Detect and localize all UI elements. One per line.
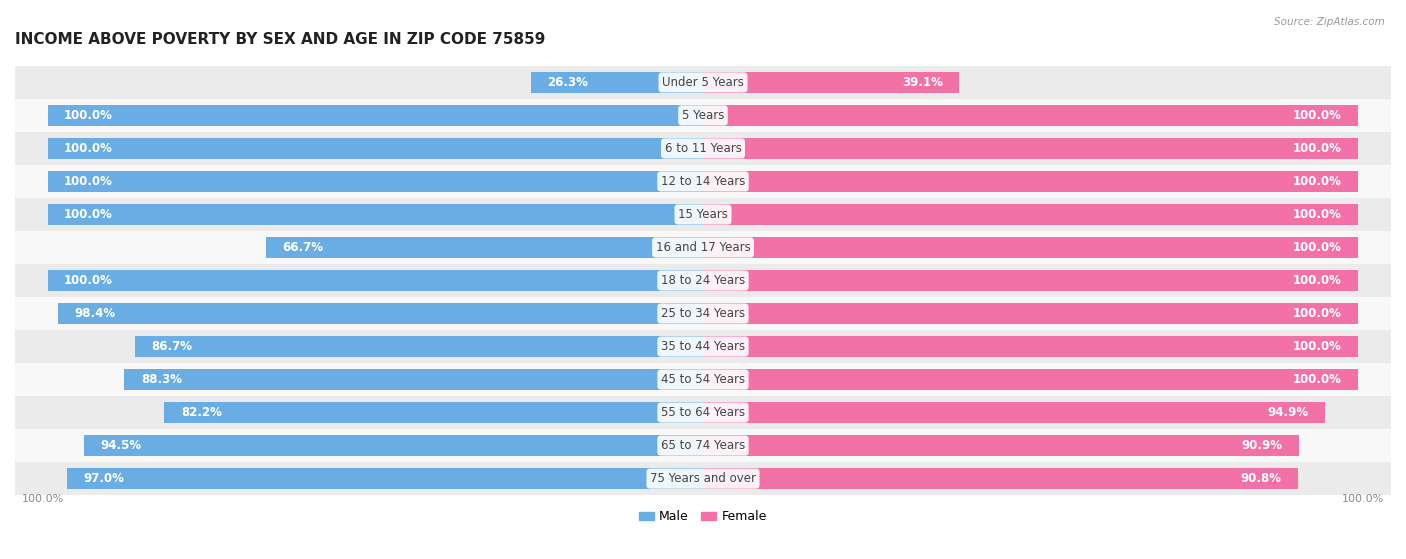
Text: 66.7%: 66.7% bbox=[283, 241, 323, 254]
Text: 100.0%: 100.0% bbox=[1294, 241, 1341, 254]
Bar bbox=[15, 231, 1391, 264]
Text: 100.0%: 100.0% bbox=[65, 175, 112, 188]
Text: 100.0%: 100.0% bbox=[1294, 307, 1341, 320]
Text: 100.0%: 100.0% bbox=[65, 274, 112, 287]
Text: 94.9%: 94.9% bbox=[1267, 406, 1309, 419]
Text: 100.0%: 100.0% bbox=[1294, 142, 1341, 155]
Text: 100.0%: 100.0% bbox=[1294, 274, 1341, 287]
Text: 90.9%: 90.9% bbox=[1241, 439, 1282, 452]
Text: Under 5 Years: Under 5 Years bbox=[662, 76, 744, 89]
Bar bbox=[530, 72, 703, 93]
Bar bbox=[703, 138, 1358, 159]
Bar bbox=[165, 402, 703, 423]
Bar bbox=[15, 99, 1391, 132]
Text: 39.1%: 39.1% bbox=[901, 76, 943, 89]
Bar bbox=[703, 105, 1358, 126]
Text: 100.0%: 100.0% bbox=[1294, 340, 1341, 353]
Text: 100.0%: 100.0% bbox=[65, 109, 112, 122]
Bar bbox=[15, 264, 1391, 297]
Bar bbox=[15, 330, 1391, 363]
Bar bbox=[15, 132, 1391, 165]
Bar bbox=[703, 72, 959, 93]
Text: 16 and 17 Years: 16 and 17 Years bbox=[655, 241, 751, 254]
Bar bbox=[48, 138, 703, 159]
Bar bbox=[67, 468, 703, 489]
Text: 82.2%: 82.2% bbox=[181, 406, 222, 419]
Legend: Male, Female: Male, Female bbox=[634, 505, 772, 528]
Bar bbox=[703, 304, 1358, 324]
Text: 94.5%: 94.5% bbox=[100, 439, 142, 452]
Bar bbox=[15, 297, 1391, 330]
Text: 100.0%: 100.0% bbox=[1294, 109, 1341, 122]
Text: 75 Years and over: 75 Years and over bbox=[650, 472, 756, 485]
Text: 55 to 64 Years: 55 to 64 Years bbox=[661, 406, 745, 419]
Bar bbox=[703, 369, 1358, 390]
Bar bbox=[703, 402, 1324, 423]
Text: INCOME ABOVE POVERTY BY SEX AND AGE IN ZIP CODE 75859: INCOME ABOVE POVERTY BY SEX AND AGE IN Z… bbox=[15, 32, 546, 47]
Bar bbox=[15, 66, 1391, 99]
Text: 97.0%: 97.0% bbox=[84, 472, 125, 485]
Bar bbox=[703, 204, 1358, 225]
Bar bbox=[48, 171, 703, 192]
Bar bbox=[703, 435, 1299, 456]
Bar bbox=[15, 396, 1391, 429]
Bar bbox=[15, 429, 1391, 462]
Text: 88.3%: 88.3% bbox=[141, 373, 181, 386]
Text: 12 to 14 Years: 12 to 14 Years bbox=[661, 175, 745, 188]
Text: 100.0%: 100.0% bbox=[1294, 208, 1341, 221]
Bar bbox=[703, 337, 1358, 357]
Text: 100.0%: 100.0% bbox=[65, 142, 112, 155]
Text: 25 to 34 Years: 25 to 34 Years bbox=[661, 307, 745, 320]
Bar bbox=[124, 369, 703, 390]
Bar bbox=[58, 304, 703, 324]
Text: 100.0%: 100.0% bbox=[21, 494, 63, 504]
Bar bbox=[703, 270, 1358, 291]
Bar bbox=[48, 204, 703, 225]
Text: 100.0%: 100.0% bbox=[1294, 175, 1341, 188]
Bar bbox=[703, 171, 1358, 192]
Bar bbox=[15, 363, 1391, 396]
Text: 26.3%: 26.3% bbox=[547, 76, 588, 89]
Text: 100.0%: 100.0% bbox=[1343, 494, 1385, 504]
Bar bbox=[84, 435, 703, 456]
Text: 100.0%: 100.0% bbox=[1294, 373, 1341, 386]
Bar bbox=[48, 270, 703, 291]
Text: 100.0%: 100.0% bbox=[65, 208, 112, 221]
Bar bbox=[703, 468, 1298, 489]
Text: 6 to 11 Years: 6 to 11 Years bbox=[665, 142, 741, 155]
Bar bbox=[15, 198, 1391, 231]
Text: 45 to 54 Years: 45 to 54 Years bbox=[661, 373, 745, 386]
Text: 65 to 74 Years: 65 to 74 Years bbox=[661, 439, 745, 452]
Bar bbox=[15, 462, 1391, 495]
Bar bbox=[266, 237, 703, 258]
Bar bbox=[135, 337, 703, 357]
Text: 18 to 24 Years: 18 to 24 Years bbox=[661, 274, 745, 287]
Text: Source: ZipAtlas.com: Source: ZipAtlas.com bbox=[1274, 17, 1385, 27]
Text: 90.8%: 90.8% bbox=[1240, 472, 1282, 485]
Text: 86.7%: 86.7% bbox=[152, 340, 193, 353]
Text: 5 Years: 5 Years bbox=[682, 109, 724, 122]
Bar bbox=[703, 237, 1358, 258]
Text: 98.4%: 98.4% bbox=[75, 307, 115, 320]
Bar bbox=[48, 105, 703, 126]
Text: 35 to 44 Years: 35 to 44 Years bbox=[661, 340, 745, 353]
Text: 15 Years: 15 Years bbox=[678, 208, 728, 221]
Bar bbox=[15, 165, 1391, 198]
